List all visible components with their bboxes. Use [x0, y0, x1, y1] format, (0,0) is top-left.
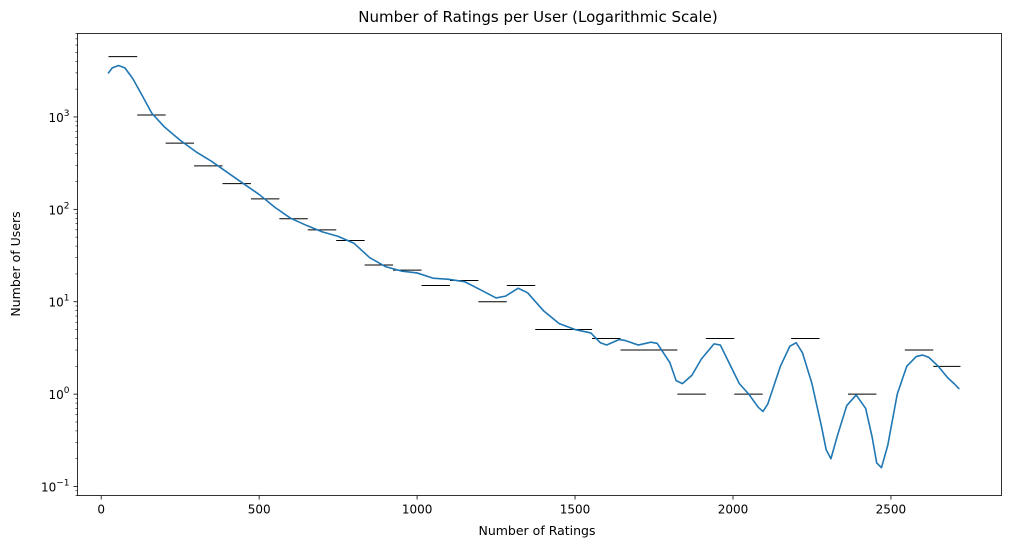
- y-axis-label: Number of Users: [8, 211, 23, 316]
- y-tick-label-1: 101: [48, 294, 69, 310]
- x-tick-label-1000: 1000: [402, 503, 433, 517]
- axes: 0 500 1000 1500 2000 2500 10−1 100 101 102 103: [41, 33, 907, 517]
- y-tick-label-−1: 10−1: [41, 479, 70, 495]
- plot-area: [107, 56, 961, 469]
- x-tick-label-2000: 2000: [718, 503, 749, 517]
- x-tick-label-1500: 1500: [560, 503, 591, 517]
- x-tick-label-0: 0: [97, 503, 105, 517]
- y-tick-label-3: 103: [48, 109, 69, 125]
- y-tick-label-0: 100: [48, 386, 69, 402]
- x-axis-label: Number of Ratings: [478, 523, 595, 538]
- x-tick-label-500: 500: [248, 503, 271, 517]
- plot-frame: [77, 33, 1002, 496]
- y-tick-label-2: 102: [48, 201, 69, 217]
- x-tick-label-2500: 2500: [876, 503, 907, 517]
- chart-title: Number of Ratings per User (Logarithmic …: [358, 8, 717, 26]
- kde-line: [107, 64, 960, 469]
